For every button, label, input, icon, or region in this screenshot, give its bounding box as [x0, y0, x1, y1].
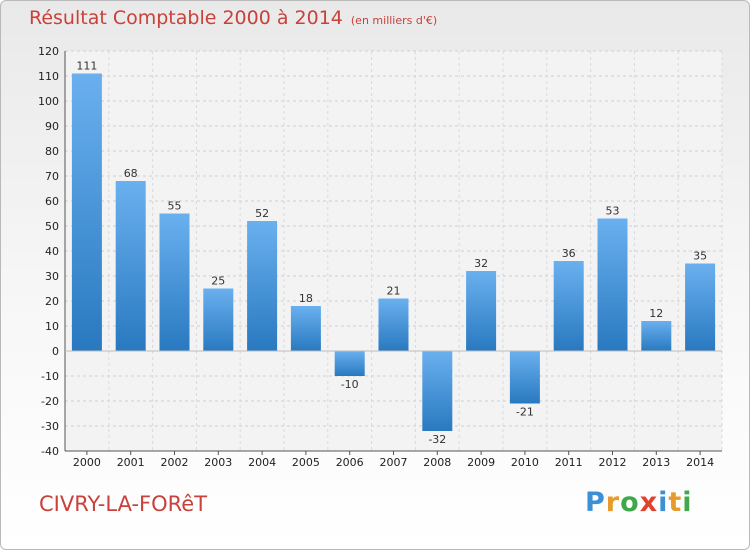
proxiti-logo: Proxiti — [585, 487, 693, 518]
y-tick-label: 120 — [38, 45, 59, 58]
x-tick-label: 2009 — [467, 456, 495, 469]
bar — [115, 181, 146, 351]
x-tick-label: 2003 — [204, 456, 232, 469]
data-label: 21 — [387, 285, 401, 298]
x-tick-label: 2014 — [686, 456, 714, 469]
data-label: 53 — [606, 205, 620, 218]
y-tick-label: 20 — [45, 295, 59, 308]
y-tick-label: -20 — [41, 395, 59, 408]
y-tick-label: 10 — [45, 320, 59, 333]
y-tick-label: 60 — [45, 195, 59, 208]
logo-letter: r — [605, 487, 621, 518]
data-label: 18 — [299, 292, 313, 305]
data-label: 55 — [168, 200, 182, 213]
y-tick-label: 30 — [45, 270, 59, 283]
bar — [466, 271, 497, 351]
x-tick-label: 2010 — [511, 456, 539, 469]
chart-title: Résultat Comptable 2000 à 2014 (en millie… — [29, 7, 437, 29]
x-tick-label: 2008 — [423, 456, 451, 469]
logo-letter: P — [585, 487, 606, 518]
bar — [509, 351, 540, 404]
x-tick-label: 2002 — [161, 456, 189, 469]
logo-letter: i — [658, 487, 669, 518]
y-tick-label: 40 — [45, 245, 59, 258]
logo-letter: x — [639, 487, 659, 518]
x-tick-label: 2005 — [292, 456, 320, 469]
bar — [422, 351, 453, 431]
data-label: 25 — [211, 275, 225, 288]
x-tick-label: 2011 — [555, 456, 583, 469]
logo-letter: o — [620, 487, 640, 518]
bar — [247, 221, 278, 351]
bar — [71, 73, 102, 351]
data-label: 52 — [255, 207, 269, 220]
y-tick-label: 50 — [45, 220, 59, 233]
bar — [685, 263, 716, 351]
x-tick-label: 2006 — [336, 456, 364, 469]
y-tick-label: 70 — [45, 170, 59, 183]
data-label: 12 — [649, 307, 663, 320]
x-tick-label: 2013 — [642, 456, 670, 469]
title-text: Résultat Comptable 2000 à 2014 — [29, 7, 343, 29]
bar — [290, 306, 321, 351]
data-label: -21 — [516, 406, 534, 419]
data-label: 111 — [76, 60, 97, 73]
logo-letter: t — [668, 487, 683, 518]
y-tick-label: -30 — [41, 420, 59, 433]
y-tick-label: 90 — [45, 120, 59, 133]
bar — [597, 218, 628, 351]
x-tick-label: 2012 — [599, 456, 627, 469]
data-label: -32 — [428, 433, 446, 446]
bar — [203, 288, 234, 351]
x-tick-label: 2004 — [248, 456, 276, 469]
bar — [378, 298, 409, 351]
y-tick-label: -10 — [41, 370, 59, 383]
data-label: 32 — [474, 257, 488, 270]
x-tick-label: 2000 — [73, 456, 101, 469]
data-label: 68 — [124, 167, 138, 180]
bar — [334, 351, 365, 376]
y-tick-label: 0 — [52, 345, 59, 358]
bar — [159, 213, 190, 351]
unit-text: (en milliers d'€) — [350, 14, 438, 27]
bar — [553, 261, 584, 351]
data-label: 36 — [562, 247, 576, 260]
logo-letter: i — [682, 487, 693, 518]
y-tick-label: -40 — [41, 445, 59, 458]
y-tick-label: 80 — [45, 145, 59, 158]
y-tick-label: 110 — [38, 70, 59, 83]
data-label: 35 — [693, 250, 707, 263]
data-label: -10 — [341, 378, 359, 391]
x-tick-label: 2001 — [117, 456, 145, 469]
x-tick-label: 2007 — [380, 456, 408, 469]
bar — [641, 321, 672, 351]
commune-name: CIVRY-LA-FORêT — [39, 492, 208, 516]
y-tick-label: 100 — [38, 95, 59, 108]
